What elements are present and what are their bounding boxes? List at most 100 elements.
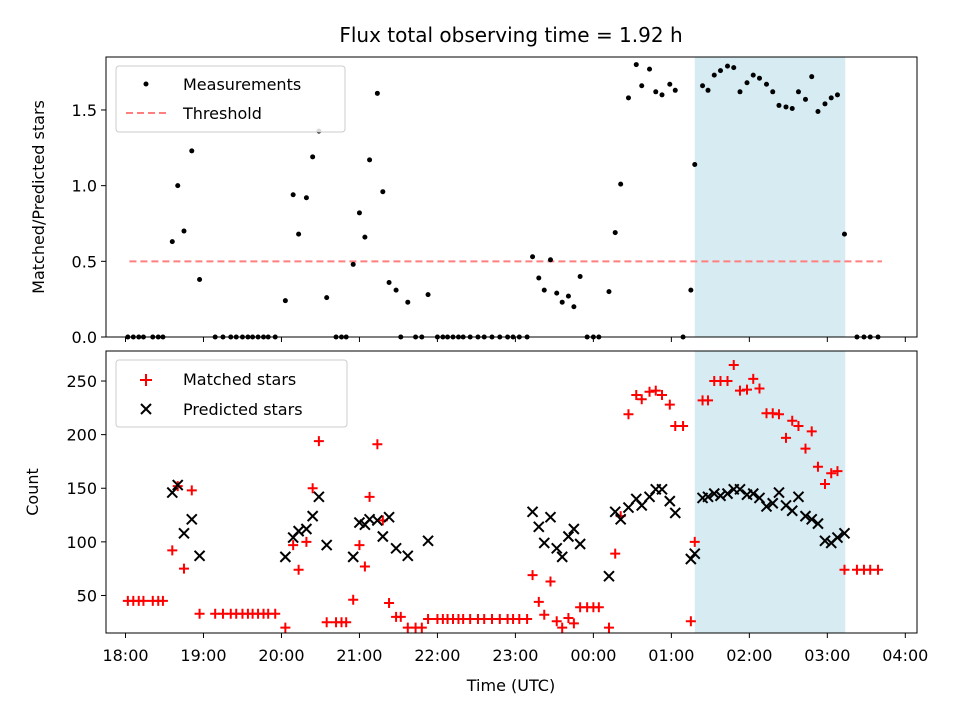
matched-star-point <box>767 408 778 419</box>
matched-star-point <box>873 564 884 575</box>
matched-star-point <box>138 595 149 606</box>
predicted-star-point <box>773 486 785 499</box>
top-ytick-label: 0.5 <box>72 252 97 271</box>
predicted-star-point <box>614 513 627 526</box>
top-y-axis-label: Matched/Predicted stars <box>29 100 48 294</box>
measurement-point <box>744 80 750 86</box>
measurement-point <box>625 95 631 101</box>
matched-star-point <box>800 443 811 454</box>
bottom-xtick-label: 02:00 <box>726 646 772 665</box>
bottom-xtick-label: 19:00 <box>180 646 226 665</box>
measurement-point <box>717 68 723 74</box>
matched-star-point <box>557 622 568 633</box>
legend-measurement-marker <box>143 81 149 87</box>
bottom-y-axis-label: Count <box>23 468 42 516</box>
predicted-star-point <box>753 492 766 504</box>
predicted-star-point <box>533 521 545 533</box>
legend-predicted-label: Predicted stars <box>183 400 303 419</box>
measurement-point <box>362 234 368 240</box>
measurement-point <box>692 161 698 167</box>
matched-star-point <box>664 399 675 410</box>
predicted-star-point <box>831 531 844 544</box>
matched-star-point <box>313 436 324 447</box>
predicted-star-point <box>685 553 697 565</box>
matched-star-point <box>636 394 647 405</box>
measurement-point <box>802 96 808 102</box>
matched-star-point <box>395 611 406 622</box>
top-highlight-span <box>694 57 846 337</box>
predicted-star-point <box>760 500 773 513</box>
measurement-point <box>750 72 756 78</box>
bottom-axes-frame <box>105 350 918 634</box>
predicted-star-point <box>544 511 557 523</box>
predicted-star-point <box>347 551 359 563</box>
bottom-xtick-label: 01:00 <box>648 646 694 665</box>
measurement-point <box>672 87 678 93</box>
measurement-point <box>393 287 399 293</box>
matched-star-point <box>657 389 668 400</box>
bottom-highlight-span <box>694 351 846 633</box>
predicted-star-point <box>178 527 190 539</box>
matched-star-point <box>194 608 205 619</box>
matched-star-point <box>650 385 661 396</box>
measurement-point <box>834 92 840 98</box>
top-axes-frame <box>105 56 918 338</box>
matched-star-point <box>742 384 753 395</box>
measurement-point <box>367 157 373 163</box>
measurement-point <box>828 95 834 101</box>
bottom-xtick-label: 22:00 <box>414 646 460 665</box>
matched-star-point <box>806 426 817 437</box>
legend-measurements-label: Measurements <box>183 75 301 94</box>
matched-star-point <box>551 616 562 627</box>
bottom-ytick-label: 250 <box>66 372 97 391</box>
measurement-point <box>822 101 828 107</box>
measurement-point <box>169 239 175 245</box>
measurement-point <box>776 102 782 108</box>
measurement-point <box>612 230 618 236</box>
bottom-xtick-label: 00:00 <box>570 646 616 665</box>
predicted-star-point <box>656 483 668 496</box>
measurement-point <box>380 189 386 195</box>
matched-star-point <box>722 376 733 387</box>
measurement-point <box>647 66 653 72</box>
matched-star-point <box>354 540 365 551</box>
measurement-point <box>386 280 392 286</box>
measurement-point <box>282 298 288 304</box>
predicted-star-point <box>702 491 714 503</box>
figure-title: Flux total observing time = 1.92 h <box>339 23 682 47</box>
predicted-star-point <box>721 487 734 500</box>
predicted-star-point <box>279 551 292 563</box>
matched-star-point <box>384 597 395 608</box>
measurement-point <box>530 254 536 260</box>
predicted-star-point <box>313 491 325 503</box>
matched-star-point <box>678 421 689 432</box>
measurement-point <box>536 275 542 281</box>
matched-star-point <box>685 616 696 627</box>
measurement-point <box>577 273 583 279</box>
predicted-star-point <box>166 486 178 499</box>
matched-star-point <box>527 570 538 581</box>
predicted-star-point <box>371 514 384 527</box>
measurement-point <box>324 295 330 301</box>
measurement-point <box>731 65 737 71</box>
legend-threshold-label: Threshold <box>182 104 262 123</box>
predicted-star-point <box>792 491 805 503</box>
top-ytick-label: 0.0 <box>72 328 97 347</box>
matched-star-point <box>631 389 642 400</box>
predicted-star-point <box>538 537 550 549</box>
measurement-point <box>737 89 743 95</box>
matched-star-point <box>270 608 281 619</box>
bottom-xtick-label: 18:00 <box>102 646 148 665</box>
matched-star-point <box>787 415 798 426</box>
matched-star-point <box>372 439 383 450</box>
predicted-star-point <box>747 487 759 500</box>
measurement-point <box>565 293 571 299</box>
predicted-star-point <box>664 495 676 507</box>
predicted-star-point <box>562 530 575 543</box>
matched-star-point <box>812 461 823 472</box>
matched-star-point <box>280 622 291 633</box>
matched-star-point <box>293 564 304 575</box>
x-axis-label: Time (UTC) <box>466 676 555 695</box>
legend-matched-marker <box>140 374 152 386</box>
measurement-point <box>618 181 624 187</box>
